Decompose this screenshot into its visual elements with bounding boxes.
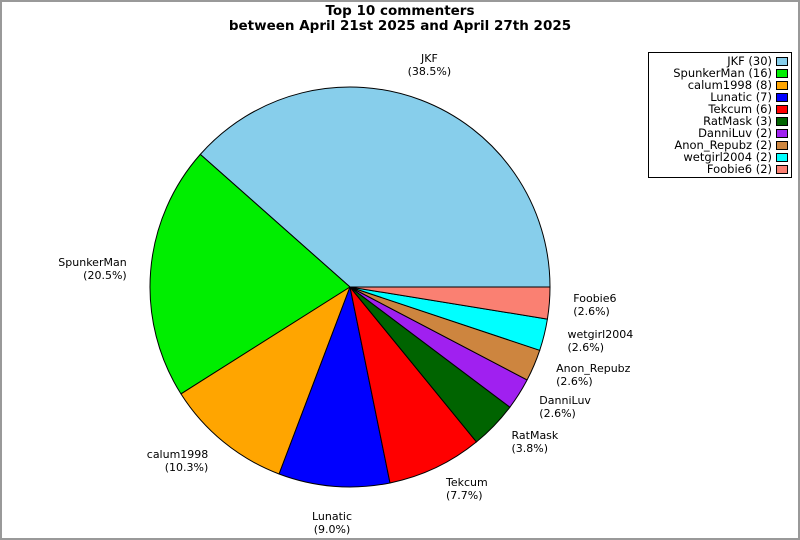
legend-label: DanniLuv (2): [698, 126, 772, 140]
slice-label-Lunatic: Lunatic (9.0%): [311, 510, 353, 537]
legend-item-SpunkerMan: SpunkerMan (16): [652, 66, 788, 80]
legend-item-wetgirl2004: wetgirl2004 (2): [652, 150, 788, 164]
slice-label-Tekcum: Tekcum (7.7%): [446, 476, 488, 503]
legend-swatch-icon: [776, 92, 788, 102]
legend-item-Anon_Repubz: Anon_Repubz (2): [652, 138, 788, 152]
legend-item-Tekcum: Tekcum (6): [652, 102, 788, 116]
legend-label: RatMask (3): [703, 114, 772, 128]
legend-item-Foobie6: Foobie6 (2): [652, 162, 788, 176]
legend-label: Foobie6 (2): [706, 162, 772, 176]
slice-label-wetgirl2004: wetgirl2004 (2.6%): [567, 327, 634, 354]
legend-swatch-icon: [776, 80, 788, 90]
legend-swatch-icon: [776, 152, 788, 162]
slice-label-DanniLuv: DanniLuv (2.6%): [539, 393, 591, 420]
legend-label: JKF (30): [727, 54, 772, 68]
legend-label: calum1998 (8): [687, 78, 772, 92]
legend-label: Tekcum (6): [708, 102, 772, 116]
slice-label-calum1998: calum1998 (10.3%): [146, 447, 209, 474]
slice-label-Foobie6: Foobie6 (2.6%): [573, 292, 617, 318]
legend-item-JKF: JKF (30): [652, 54, 788, 68]
pie-slice-SpunkerMan: [149, 153, 351, 395]
pie-slice-Foobie6: [349, 286, 551, 320]
legend-item-RatMask: RatMask (3): [652, 114, 788, 128]
legend-item-calum1998: calum1998 (8): [652, 78, 788, 92]
pie-slice-Tekcum: [349, 286, 477, 484]
legend-swatch-icon: [776, 128, 788, 138]
legend-swatch-icon: [776, 104, 788, 114]
legend-item-Lunatic: Lunatic (7): [652, 90, 788, 104]
legend-item-DanniLuv: DanniLuv (2): [652, 126, 788, 140]
legend-swatch-icon: [776, 164, 788, 174]
chart-title: Top 10 commenters between April 21st 202…: [2, 4, 798, 34]
legend-swatch-icon: [776, 116, 788, 126]
legend-label: wetgirl2004 (2): [683, 150, 772, 164]
legend: JKF (30) SpunkerMan (16) calum1998 (8) Luna…: [648, 52, 792, 178]
legend-swatch-icon: [776, 68, 788, 78]
legend-swatch-icon: [776, 140, 788, 150]
legend-label: SpunkerMan (16): [673, 66, 772, 80]
legend-label: Lunatic (7): [710, 90, 772, 104]
chart-title-line1: Top 10 commenters: [325, 3, 475, 19]
legend-rows: JKF (30) SpunkerMan (16) calum1998 (8) Luna…: [652, 54, 788, 176]
slice-label-SpunkerMan: SpunkerMan (20.5%): [58, 256, 127, 282]
legend-swatch-icon: [776, 56, 788, 66]
slice-label-RatMask: RatMask (3.8%): [511, 429, 559, 456]
chart-title-line2: between April 21st 2025 and April 27th 2…: [228, 18, 572, 34]
slice-label-Anon_Repubz: Anon_Repubz (2.6%): [556, 361, 631, 388]
pie-slice-calum1998: [180, 286, 351, 475]
pie-slice-Lunatic: [278, 286, 391, 488]
slice-label-JKF: JKF (38.5%): [407, 51, 452, 78]
pie-slice-JKF: [199, 86, 551, 288]
legend-label: Anon_Repubz (2): [674, 138, 772, 152]
